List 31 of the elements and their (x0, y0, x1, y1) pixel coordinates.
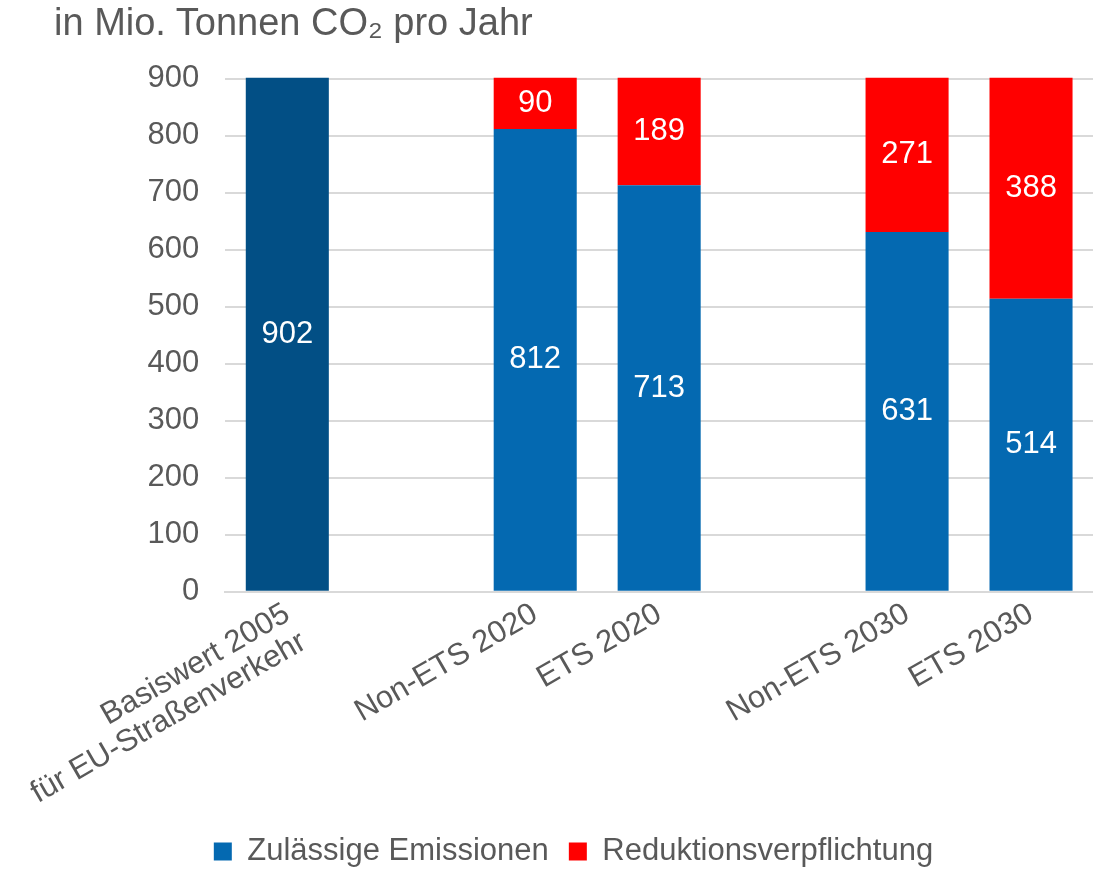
bar (245, 77, 329, 591)
bar (493, 128, 577, 591)
data-label: 812 (509, 340, 562, 376)
data-label: 514 (1005, 425, 1057, 461)
y-tick-label: 600 (147, 230, 200, 266)
bar (989, 77, 1073, 299)
y-tick-label: 800 (147, 116, 200, 152)
y-tick-label: 900 (147, 59, 200, 95)
y-tick-label: 700 (147, 173, 200, 209)
data-label: 713 (633, 368, 686, 404)
data-label: 902 (261, 314, 314, 350)
legend-label: Reduktionsverpflichtung (602, 832, 934, 868)
data-label: 90 (517, 83, 553, 119)
data-label: 388 (1005, 168, 1057, 204)
bar (493, 77, 577, 129)
y-tick-label: 200 (147, 458, 200, 494)
y-tick-label: 400 (147, 344, 200, 380)
y-tick-label: 100 (147, 515, 200, 551)
y-tick-label: 0 (182, 572, 200, 608)
data-label: 189 (633, 112, 686, 148)
bar (989, 298, 1073, 591)
legend-label: Zulässige Emissionen (247, 832, 549, 868)
bar (865, 232, 949, 591)
bar (865, 77, 949, 233)
y-tick-label: 300 (147, 401, 200, 437)
y-tick-label: 500 (147, 287, 200, 323)
bar (617, 77, 701, 186)
bar (617, 185, 701, 591)
data-label: 631 (881, 391, 933, 427)
chart-title: in Mio. Tonnen CO₂ pro Jahr (54, 1, 534, 44)
data-label: 271 (881, 135, 933, 171)
